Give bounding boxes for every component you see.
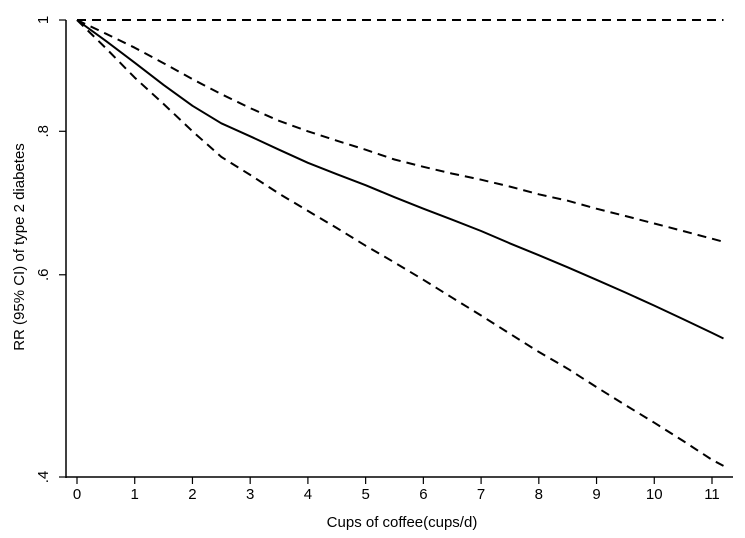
x-tick-label: 5 xyxy=(361,486,369,503)
x-tick-label: 0 xyxy=(73,486,81,503)
x-tick-label: 8 xyxy=(535,486,543,503)
x-tick-label: 4 xyxy=(304,486,312,503)
series-line-lower-ci xyxy=(76,19,724,467)
y-tick-label: .6 xyxy=(35,269,52,282)
x-tick-label: 2 xyxy=(188,486,196,503)
x-tick-label: 7 xyxy=(477,486,485,503)
y-axis-label: RR (95% CI) of type 2 diabetes xyxy=(11,143,28,351)
series-line-upper-ci xyxy=(76,19,724,243)
x-tick-label: 6 xyxy=(419,486,427,503)
x-axis-label: Cups of coffee(cups/d) xyxy=(327,514,478,531)
series-line-estimate xyxy=(76,19,724,340)
y-tick-label: .8 xyxy=(35,125,52,138)
series-group xyxy=(76,19,724,467)
axes: .4.6.810 1 2 3 4 5 6 7 8 9 10 11 xyxy=(35,16,733,503)
x-tick-label: 3 xyxy=(246,486,254,503)
x-tick-label: 9 xyxy=(592,486,600,503)
y-tick-label: .4 xyxy=(35,471,52,484)
x-tick-label: 10 xyxy=(646,486,663,503)
x-tick-label: 11 xyxy=(704,486,720,503)
x-tick-label: 1 xyxy=(131,486,139,503)
y-tick-label: 1 xyxy=(35,16,52,24)
